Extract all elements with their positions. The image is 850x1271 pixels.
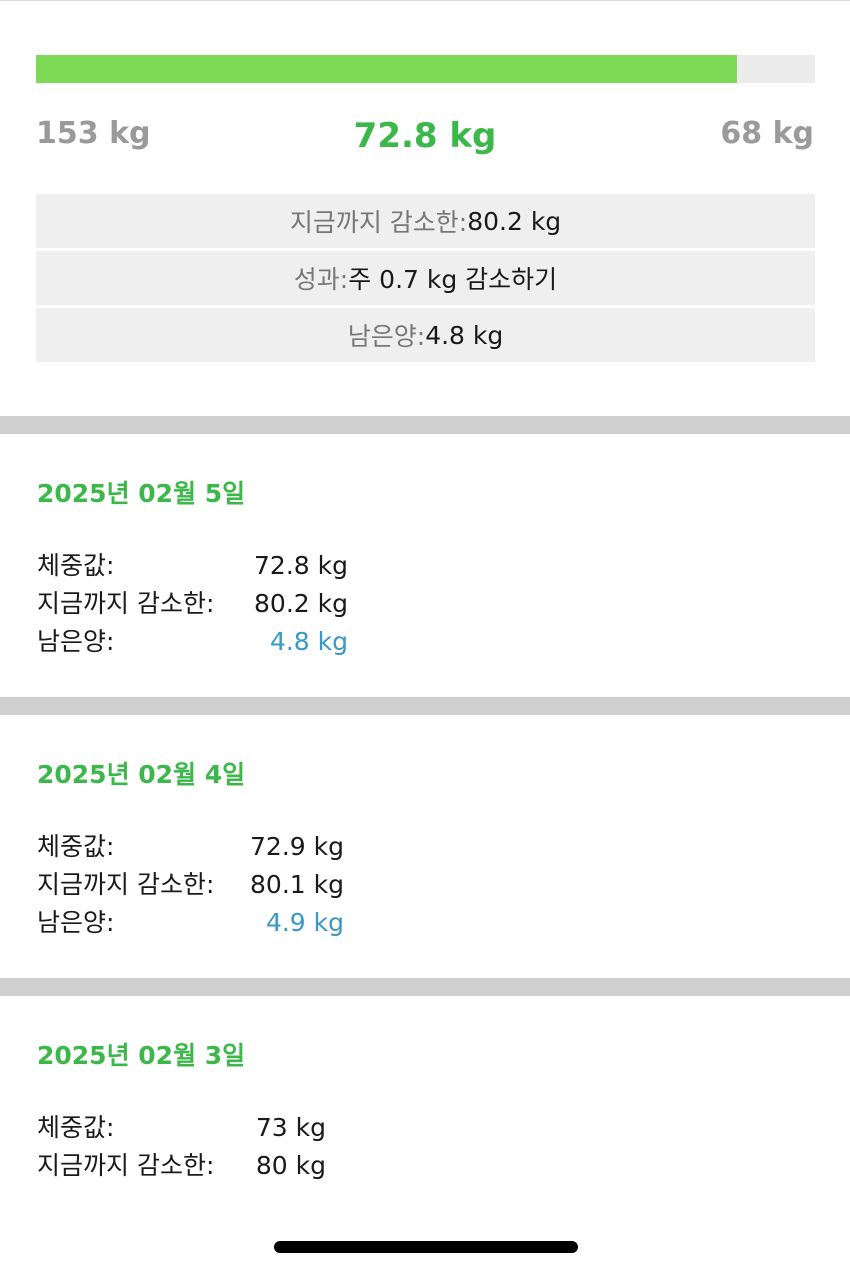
entry-weight-row: 체중값: 72.9 kg bbox=[37, 828, 353, 866]
top-hairline bbox=[0, 0, 850, 1]
entry-remaining-row: 남은양: 4.9 kg bbox=[37, 904, 353, 942]
weight-value: 72.9 kg bbox=[250, 832, 344, 861]
home-indicator[interactable] bbox=[274, 1241, 578, 1253]
entry-date: 2025년 02월 4일 bbox=[37, 760, 246, 789]
goal-weight: 68 kg bbox=[720, 116, 814, 151]
section-divider bbox=[0, 697, 850, 715]
remaining-label: 남은양: bbox=[37, 908, 115, 937]
stat-label: 남은양: bbox=[347, 322, 426, 351]
weight-summary: 153 kg 72.8 kg 68 kg 지금까지 감소한: 80.2 kg 성… bbox=[0, 0, 850, 416]
section-divider bbox=[0, 978, 850, 996]
lost-value: 80.1 kg bbox=[250, 870, 344, 899]
start-weight: 153 kg bbox=[36, 116, 151, 151]
entry-remaining-row: 남은양: 4.8 kg bbox=[37, 623, 357, 661]
stat-row-rate: 성과: 주 0.7 kg 감소하기 bbox=[36, 251, 815, 305]
weight-value: 72.8 kg bbox=[254, 551, 348, 580]
lost-value: 80.2 kg bbox=[254, 589, 348, 618]
stat-value: 4.8 kg bbox=[425, 320, 504, 350]
entry-lost-row: 지금까지 감소한: 80.1 kg bbox=[37, 866, 353, 904]
stat-row-lost: 지금까지 감소한: 80.2 kg bbox=[36, 194, 815, 248]
entry-lost-row: 지금까지 감소한: 80.2 kg bbox=[37, 585, 357, 623]
bottom-safe-area bbox=[0, 1193, 850, 1271]
weight-entry[interactable]: 2025년 02월 5일 체중값: 72.8 kg 지금까지 감소한: 80.2… bbox=[0, 434, 850, 697]
stat-label: 지금까지 감소한: bbox=[289, 208, 468, 237]
weight-progress-bar bbox=[36, 55, 815, 83]
weight-value: 73 kg bbox=[255, 1113, 326, 1142]
lost-label: 지금까지 감소한: bbox=[37, 589, 215, 618]
stat-label: 성과: bbox=[293, 265, 349, 294]
entry-lost-row: 지금까지 감소한: 80 kg bbox=[37, 1147, 335, 1185]
stat-value: 주 0.7 kg 감소하기 bbox=[348, 265, 558, 294]
remaining-value: 4.9 kg bbox=[265, 908, 344, 937]
weight-label: 체중값: bbox=[37, 1113, 115, 1142]
lost-label: 지금까지 감소한: bbox=[37, 870, 215, 899]
weight-label: 체중값: bbox=[37, 551, 115, 580]
stat-value: 80.2 kg bbox=[467, 206, 562, 236]
weight-label: 체중값: bbox=[37, 832, 115, 861]
current-weight: 72.8 kg bbox=[353, 116, 497, 156]
entry-weight-row: 체중값: 72.8 kg bbox=[37, 547, 357, 585]
lost-value: 80 kg bbox=[255, 1151, 326, 1180]
entry-date: 2025년 02월 3일 bbox=[37, 1041, 246, 1070]
remaining-value: 4.8 kg bbox=[269, 627, 348, 656]
lost-label: 지금까지 감소한: bbox=[37, 1151, 215, 1180]
weight-progress-fill bbox=[36, 55, 738, 83]
remaining-label: 남은양: bbox=[37, 627, 115, 656]
weight-entry[interactable]: 2025년 02월 3일 체중값: 73 kg 지금까지 감소한: 80 kg bbox=[0, 996, 850, 1271]
stats-box: 지금까지 감소한: 80.2 kg 성과: 주 0.7 kg 감소하기 남은양:… bbox=[36, 194, 815, 365]
entry-date: 2025년 02월 5일 bbox=[37, 479, 246, 508]
entry-weight-row: 체중값: 73 kg bbox=[37, 1109, 335, 1147]
stat-row-remaining: 남은양: 4.8 kg bbox=[36, 308, 815, 362]
section-divider bbox=[0, 416, 850, 434]
weight-entry[interactable]: 2025년 02월 4일 체중값: 72.9 kg 지금까지 감소한: 80.1… bbox=[0, 715, 850, 978]
